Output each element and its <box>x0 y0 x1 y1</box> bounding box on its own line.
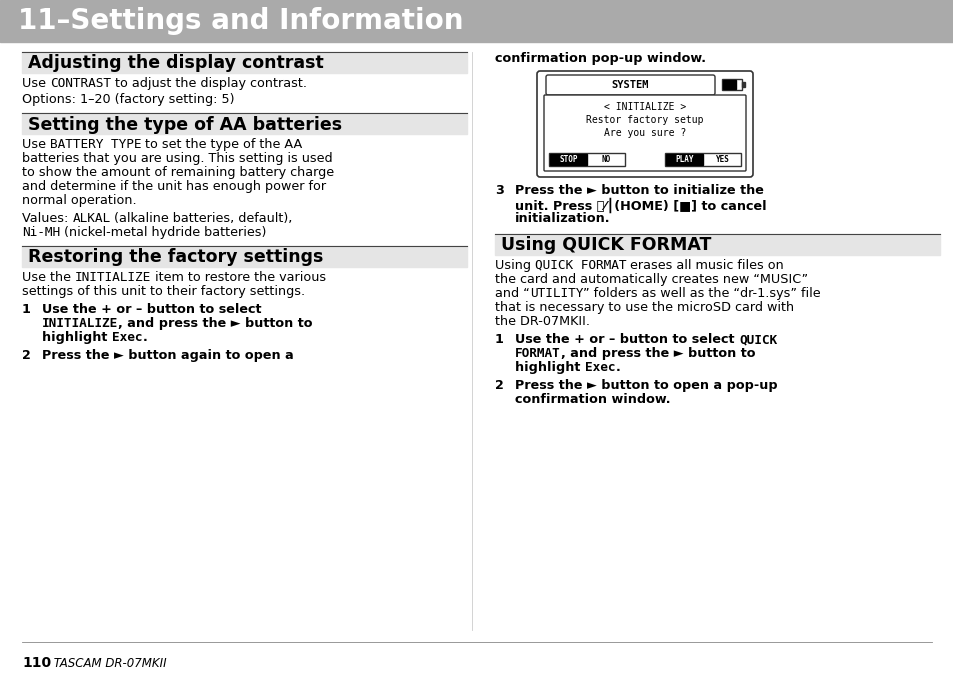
Text: initialization.: initialization. <box>515 212 610 225</box>
Text: Using QUICK FORMAT: Using QUICK FORMAT <box>500 236 711 254</box>
Bar <box>495 234 939 255</box>
Bar <box>0 0 953 42</box>
Text: Press the ► button to open a pop-up: Press the ► button to open a pop-up <box>515 379 777 392</box>
Text: Options: 1–20 (factory setting: 5): Options: 1–20 (factory setting: 5) <box>22 93 234 106</box>
Text: 2: 2 <box>22 349 30 362</box>
Text: normal operation.: normal operation. <box>22 194 136 207</box>
Bar <box>722 80 735 89</box>
Text: Press the ► button again to open a: Press the ► button again to open a <box>42 349 294 362</box>
Text: .: . <box>615 361 619 374</box>
Text: batteries that you are using. This setting is used: batteries that you are using. This setti… <box>22 152 333 165</box>
Text: YES: YES <box>715 155 729 164</box>
Text: ” folders as well as the “dr-1.sys” file: ” folders as well as the “dr-1.sys” file <box>582 287 820 300</box>
Text: highlight: highlight <box>42 331 112 344</box>
Text: Values:: Values: <box>22 212 72 225</box>
Text: Use the: Use the <box>22 271 75 284</box>
Text: TASCAM DR-07MKII: TASCAM DR-07MKII <box>50 657 167 670</box>
Text: QUICK: QUICK <box>739 333 777 346</box>
Text: < INITIALIZE >: < INITIALIZE > <box>603 102 685 112</box>
Text: Exec: Exec <box>112 331 142 344</box>
Bar <box>22 52 467 73</box>
Text: Use: Use <box>22 77 50 90</box>
Text: Press the ► button to initialize the: Press the ► button to initialize the <box>515 184 763 197</box>
Text: erases all music files on: erases all music files on <box>626 259 783 272</box>
Text: .: . <box>142 331 147 344</box>
Bar <box>22 246 467 267</box>
Bar <box>665 154 702 165</box>
Text: settings of this unit to their factory settings.: settings of this unit to their factory s… <box>22 285 305 298</box>
Text: the card and automatically creates new “MUSIC”: the card and automatically creates new “… <box>495 273 807 286</box>
Bar <box>721 79 741 90</box>
Bar <box>550 154 586 165</box>
Text: , and press the ► button to: , and press the ► button to <box>560 347 755 360</box>
Text: Are you sure ?: Are you sure ? <box>603 128 685 138</box>
Text: (alkaline batteries, default),: (alkaline batteries, default), <box>111 212 293 225</box>
Text: Use: Use <box>22 138 50 151</box>
Text: Setting the type of AA batteries: Setting the type of AA batteries <box>28 115 342 134</box>
Text: that is necessary to use the microSD card with: that is necessary to use the microSD car… <box>495 301 793 314</box>
Text: and “: and “ <box>495 287 529 300</box>
Text: BATTERY TYPE: BATTERY TYPE <box>50 138 141 151</box>
Text: to adjust the display contrast.: to adjust the display contrast. <box>111 77 307 90</box>
Text: Restor factory setup: Restor factory setup <box>586 115 703 125</box>
Text: STOP: STOP <box>558 155 578 164</box>
Text: 1: 1 <box>495 333 503 346</box>
Text: 3: 3 <box>495 184 503 197</box>
Text: to show the amount of remaining battery charge: to show the amount of remaining battery … <box>22 166 334 179</box>
Bar <box>664 153 740 166</box>
Bar <box>741 82 744 87</box>
Text: UTILITY: UTILITY <box>529 287 582 300</box>
Text: , and press the ► button to: , and press the ► button to <box>118 317 313 330</box>
Text: FORMAT: FORMAT <box>515 347 560 360</box>
Text: 110: 110 <box>22 656 51 670</box>
Text: Use the + or – button to select: Use the + or – button to select <box>515 333 739 346</box>
Text: confirmation window.: confirmation window. <box>515 393 670 406</box>
Text: ALKAL: ALKAL <box>72 212 111 225</box>
Text: to set the type of the AA: to set the type of the AA <box>141 138 302 151</box>
Text: and determine if the unit has enough power for: and determine if the unit has enough pow… <box>22 180 326 193</box>
Text: 11–Settings and Information: 11–Settings and Information <box>18 7 463 35</box>
Text: confirmation pop-up window.: confirmation pop-up window. <box>495 52 705 65</box>
Text: 1: 1 <box>22 303 30 316</box>
Text: highlight: highlight <box>515 361 584 374</box>
Text: Exec: Exec <box>584 361 615 374</box>
Text: CONTRAST: CONTRAST <box>50 77 111 90</box>
Text: INITIALIZE: INITIALIZE <box>75 271 152 284</box>
FancyBboxPatch shape <box>537 71 752 177</box>
Text: SYSTEM: SYSTEM <box>611 80 649 90</box>
Text: item to restore the various: item to restore the various <box>152 271 326 284</box>
Text: Adjusting the display contrast: Adjusting the display contrast <box>28 55 323 72</box>
Text: Use the + or – button to select: Use the + or – button to select <box>42 303 261 316</box>
Text: Using: Using <box>495 259 535 272</box>
Text: 2: 2 <box>495 379 503 392</box>
Text: Restoring the factory settings: Restoring the factory settings <box>28 248 323 267</box>
Text: (nickel-metal hydride batteries): (nickel-metal hydride batteries) <box>60 226 266 239</box>
Text: the DR-07MKII.: the DR-07MKII. <box>495 315 589 328</box>
Text: QUICK FORMAT: QUICK FORMAT <box>535 259 626 272</box>
FancyBboxPatch shape <box>543 95 745 171</box>
Text: PLAY: PLAY <box>675 155 693 164</box>
FancyBboxPatch shape <box>545 75 714 95</box>
Bar <box>548 153 624 166</box>
Text: Ni‑MH: Ni‑MH <box>22 226 60 239</box>
Text: unit. Press ⏻⁄⎮(HOME) [■] to cancel: unit. Press ⏻⁄⎮(HOME) [■] to cancel <box>515 198 766 213</box>
Text: NO: NO <box>601 155 611 164</box>
Bar <box>22 113 467 134</box>
Text: INITIALIZE: INITIALIZE <box>42 317 118 330</box>
